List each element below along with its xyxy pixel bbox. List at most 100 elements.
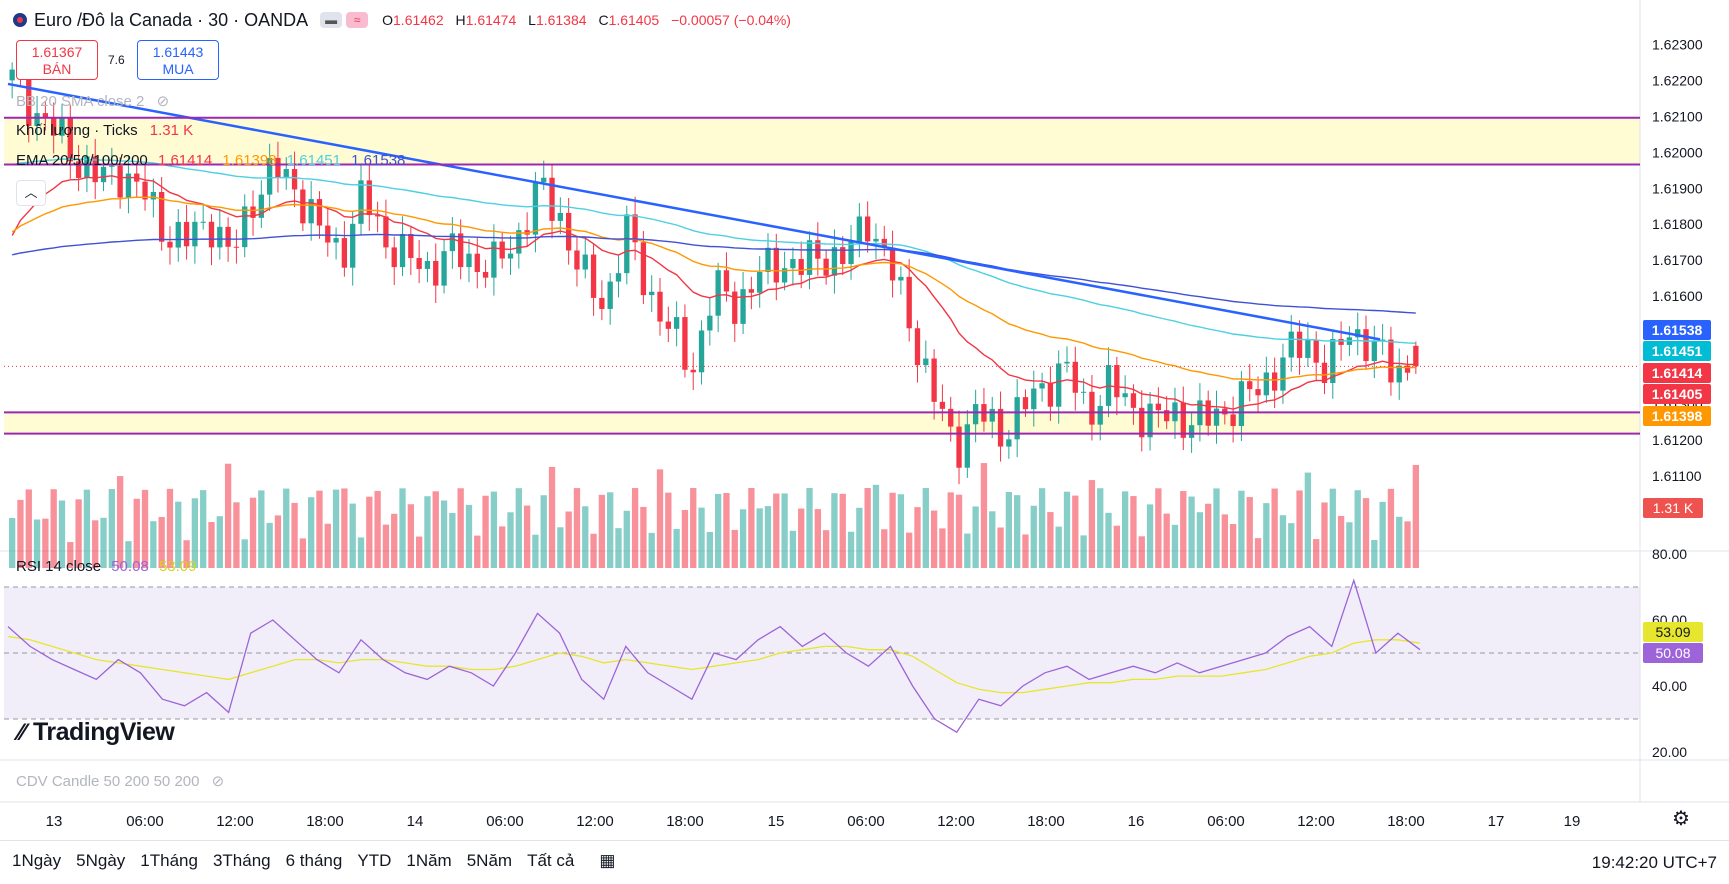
volume-bar bbox=[166, 488, 174, 568]
candle-body bbox=[258, 194, 264, 218]
price-label-text: 1.61398 bbox=[1652, 408, 1703, 424]
volume-bar bbox=[1180, 491, 1187, 568]
candle-body bbox=[1404, 365, 1411, 373]
support-zone[interactable] bbox=[4, 412, 1640, 434]
cdv-legend[interactable]: CDV Candle 50 200 50 200 ⊘ bbox=[16, 773, 225, 790]
volume-bar bbox=[955, 494, 963, 568]
trendline[interactable] bbox=[7, 82, 1381, 341]
range-selector: 1Ngày 5Ngày 1Tháng 3Tháng 6 tháng YTD 1N… bbox=[12, 851, 630, 871]
candles[interactable] bbox=[9, 51, 1419, 485]
range-1y[interactable]: 1Năm bbox=[406, 851, 452, 870]
calendar-range-icon[interactable]: ▦ bbox=[599, 851, 616, 870]
minus-icon[interactable]: ▬ bbox=[320, 12, 343, 28]
buy-button[interactable]: 1.61443 MUA bbox=[137, 40, 219, 80]
hidden-eye-icon[interactable]: ⊘ bbox=[211, 773, 225, 790]
candle-body bbox=[1213, 408, 1220, 426]
price-label-text: 1.61538 bbox=[1652, 322, 1703, 338]
volume-bar bbox=[1412, 464, 1420, 568]
bb-legend[interactable]: BB 20 SMA close 2 ⊘ bbox=[16, 93, 170, 110]
volume-bar bbox=[781, 493, 788, 568]
volume-bar bbox=[739, 509, 747, 568]
volume-bar bbox=[598, 494, 606, 568]
rsi-tick: 40.00 bbox=[1652, 678, 1687, 694]
candle-body bbox=[657, 291, 663, 322]
volume-bar bbox=[249, 497, 257, 568]
candle-body bbox=[100, 166, 107, 183]
candle-body bbox=[316, 199, 323, 226]
volume-bar bbox=[1063, 491, 1071, 568]
candle-body bbox=[549, 177, 555, 221]
collapse-legend-button[interactable]: ︿ bbox=[16, 180, 46, 206]
candle-body bbox=[1288, 331, 1294, 358]
candle-body bbox=[931, 358, 937, 402]
rsi-legend[interactable]: RSI 14 close 50.08 53.09 bbox=[16, 558, 197, 575]
candle-body bbox=[748, 289, 755, 293]
time-tick: 18:00 bbox=[1387, 813, 1425, 830]
volume-bar bbox=[116, 476, 124, 568]
resistance-zone[interactable] bbox=[4, 117, 1640, 165]
sell-button[interactable]: 1.61367 BÁN bbox=[16, 40, 98, 80]
candle-body bbox=[117, 165, 123, 198]
rsi-tick: 20.00 bbox=[1652, 744, 1687, 760]
price-label-ema50: 1.61398 bbox=[1643, 406, 1711, 426]
candle-body bbox=[1321, 362, 1328, 383]
volume-bar bbox=[648, 532, 655, 568]
volume-bar bbox=[150, 521, 157, 568]
range-all[interactable]: Tất cả bbox=[527, 851, 575, 870]
range-3m[interactable]: 3Tháng bbox=[212, 851, 271, 870]
volume-bar bbox=[1263, 503, 1270, 568]
volume-bar bbox=[706, 531, 714, 568]
candle-body bbox=[167, 241, 173, 248]
price-label-bg bbox=[1643, 320, 1711, 340]
range-6m[interactable]: 6 tháng bbox=[285, 851, 343, 870]
candle-body bbox=[1388, 339, 1394, 383]
range-5d[interactable]: 5Ngày bbox=[76, 851, 126, 870]
volume-bar bbox=[1362, 498, 1370, 568]
hidden-eye-icon[interactable]: ⊘ bbox=[156, 93, 170, 110]
range-ytd[interactable]: YTD bbox=[357, 851, 392, 870]
volume-bar bbox=[33, 519, 41, 568]
range-5y[interactable]: 5Năm bbox=[466, 851, 513, 870]
volume-bar bbox=[183, 540, 190, 568]
range-1m[interactable]: 1Tháng bbox=[140, 851, 198, 870]
volume-bar bbox=[914, 507, 921, 568]
volume-bar bbox=[1047, 512, 1054, 568]
time-tick: 19 bbox=[1564, 813, 1581, 830]
clock[interactable]: 19:42:20 UTC+7 bbox=[1591, 853, 1717, 872]
candle-body bbox=[1396, 365, 1402, 383]
wave-icon[interactable]: ≈ bbox=[346, 12, 369, 28]
candle-body bbox=[806, 240, 813, 275]
volume-bar bbox=[856, 507, 863, 568]
candle-body bbox=[1338, 339, 1344, 345]
sell-price: 1.61367 bbox=[31, 44, 83, 60]
symbol-title[interactable]: Euro /Đô la Canada · 30 · OANDA bbox=[34, 9, 309, 30]
candle-body bbox=[458, 233, 464, 268]
volume-bar bbox=[1213, 488, 1220, 568]
tradingview-logo[interactable]: ⁄⁄ TradingView bbox=[18, 718, 175, 746]
chart-canvas[interactable]: 1.62300 1.62200 1.62100 1.62000 1.61900 1.618… bbox=[0, 0, 1729, 840]
candle-body bbox=[1164, 410, 1170, 422]
time-axis[interactable]: 13 06:00 12:00 18:00 14 06:00 12:00 18:00 15 06:0… bbox=[46, 813, 1581, 830]
candle-body bbox=[898, 276, 904, 281]
candle-body bbox=[972, 404, 979, 425]
volume-bar bbox=[1196, 512, 1204, 568]
volume-legend[interactable]: Khối lượng · Ticks 1.31 K bbox=[16, 122, 194, 139]
volume-label-bg bbox=[1643, 498, 1703, 518]
sell-label: BÁN bbox=[42, 61, 72, 77]
settings-gear-icon[interactable]: ⚙ bbox=[1672, 808, 1690, 830]
price-tick: 1.62100 bbox=[1652, 108, 1703, 124]
price-tick: 1.61100 bbox=[1652, 468, 1702, 484]
price-label-bg bbox=[1643, 406, 1711, 426]
candle-body bbox=[865, 216, 871, 242]
price-axis[interactable]: 1.62300 1.62200 1.62100 1.62000 1.61900 1.618… bbox=[1643, 36, 1711, 760]
volume-bar bbox=[1354, 490, 1361, 568]
volume-bar bbox=[897, 494, 905, 568]
volume-bar bbox=[1321, 502, 1328, 568]
candle-body bbox=[441, 251, 447, 286]
range-1d[interactable]: 1Ngày bbox=[12, 851, 62, 870]
price-label-close: 1.61405 bbox=[1643, 384, 1711, 404]
ema-legend[interactable]: EMA 20/50/100/200 1.61414 1.61398 1.6145… bbox=[16, 152, 406, 169]
volume-bar bbox=[67, 542, 74, 568]
volume-bar bbox=[631, 488, 639, 568]
rsi-line bbox=[7, 578, 1421, 734]
